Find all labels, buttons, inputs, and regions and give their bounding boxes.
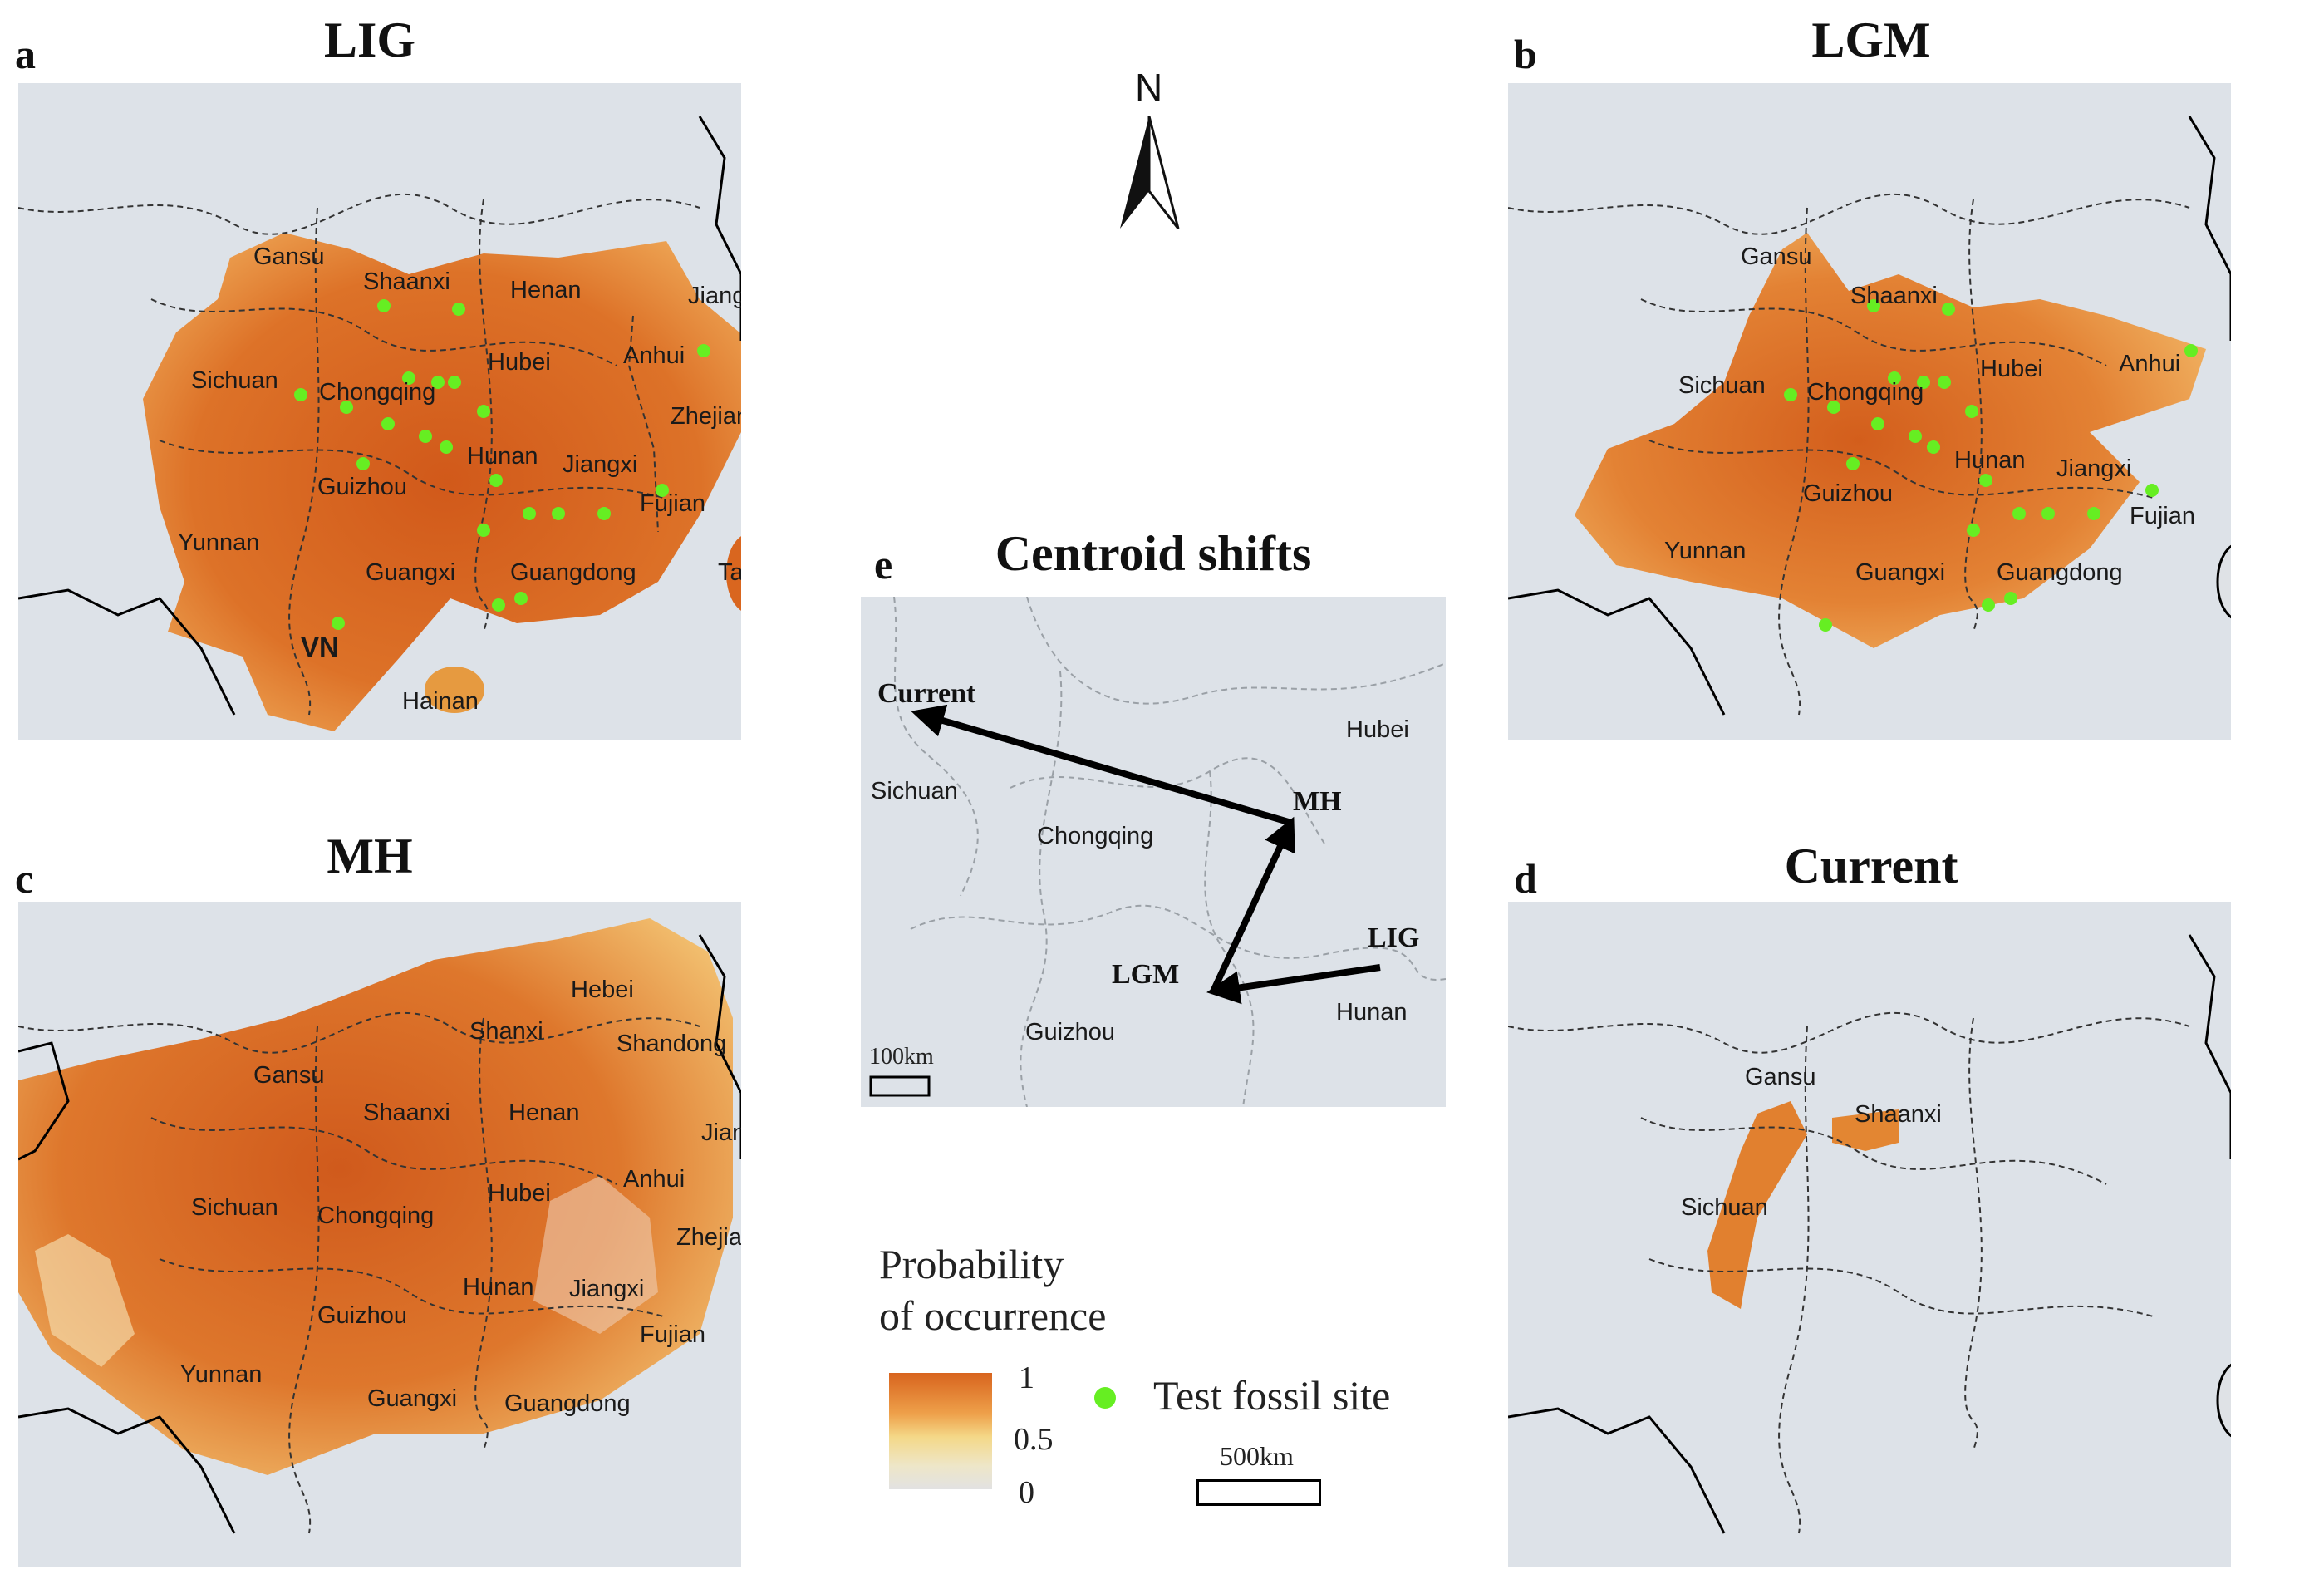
label-c-guizhou: Guizhou	[317, 1302, 408, 1329]
legend-title-line1: Probability	[879, 1241, 1064, 1287]
label-c-hubei: Hubei	[488, 1180, 551, 1207]
centroid-label-current: Current	[877, 678, 976, 709]
map-lgm-graphic	[1508, 116, 2231, 716]
centroid-graphic	[869, 597, 1446, 1107]
label-c-yunnan: Yunnan	[180, 1361, 263, 1388]
label-a-anhui: Anhui	[623, 342, 685, 369]
label-c-jiangsu: Jiangsu	[701, 1119, 741, 1146]
arrow-mh-to-current	[911, 704, 1293, 826]
legend-title-line2: of occurrence	[879, 1292, 1107, 1339]
map-mh-graphic	[18, 918, 741, 1534]
legend-scale-label: 500km	[1220, 1441, 1294, 1471]
centroid-label-hunan: Hunan	[1336, 999, 1408, 1026]
label-a-zhejiang: Zhejiang	[671, 403, 741, 430]
label-b-gansu: Gansu	[1741, 244, 1812, 270]
label-a-guangxi: Guangxi	[366, 559, 456, 586]
label-c-hebei: Hebei	[571, 976, 634, 1003]
label-c-henan: Henan	[509, 1099, 580, 1126]
panel-letter-a: a	[15, 31, 36, 77]
label-b-hunan: Hunan	[1954, 447, 2026, 474]
label-c-chongqing: Chongqing	[317, 1203, 435, 1229]
north-label: N	[1135, 66, 1163, 109]
panel-title-lig: LIG	[323, 12, 416, 67]
label-a-guangdong: Guangdong	[510, 559, 636, 586]
legend-color-ramp	[889, 1373, 992, 1489]
map-panel-lig: Gansu Shaanxi Henan Jiangsu Sichuan Chon…	[18, 83, 741, 740]
panel-letter-b: b	[1514, 31, 1537, 77]
label-c-gansu: Gansu	[253, 1062, 325, 1089]
label-b-sichuan: Sichuan	[1678, 372, 1766, 399]
label-b-guangxi: Guangxi	[1855, 559, 1946, 586]
label-b-hubei: Hubei	[1980, 356, 2043, 382]
label-c-guangdong: Guangdong	[504, 1390, 631, 1417]
panel-letter-d: d	[1514, 855, 1537, 902]
legend-tick-max: 1	[1019, 1360, 1034, 1395]
north-arrow-icon	[1120, 116, 1180, 229]
label-a-shaanxi: Shaanxi	[363, 268, 450, 295]
centroid-label-lig: LIG	[1368, 922, 1420, 953]
label-b-guizhou: Guizhou	[1803, 480, 1894, 507]
legend-fossil-marker	[1094, 1387, 1116, 1409]
label-a-jiangxi: Jiangxi	[563, 451, 638, 478]
label-c-guangxi: Guangxi	[367, 1385, 458, 1412]
label-a-taiwan: Taiwan	[718, 559, 741, 586]
label-d-shaanxi: Shaanxi	[1855, 1101, 1942, 1128]
map-current-graphic	[1508, 934, 2231, 1534]
label-c-sichuan: Sichuan	[191, 1194, 278, 1221]
map-lig-graphic	[18, 116, 741, 731]
arrow-lgm-to-mh	[1210, 816, 1295, 993]
label-b-guangdong: Guangdong	[1997, 559, 2123, 586]
label-a-jiangsu: Jiangsu	[688, 283, 741, 309]
label-b-jiangxi: Jiangxi	[2056, 455, 2132, 482]
label-a-vn: VN	[301, 632, 339, 662]
label-b-anhui: Anhui	[2119, 351, 2181, 377]
label-c-fujian: Fujian	[640, 1321, 705, 1348]
panel-title-current: Current	[1784, 839, 1958, 893]
label-a-henan: Henan	[510, 277, 582, 303]
label-a-fujian: Fujian	[640, 490, 705, 517]
map-panel-centroid: Hubei Sichuan Chongqing Guizhou Hunan Cu…	[861, 597, 1446, 1107]
centroid-label-mh: MH	[1293, 786, 1342, 817]
label-c-shanxi: Shanxi	[469, 1018, 543, 1045]
label-a-sichuan: Sichuan	[191, 367, 278, 394]
label-c-jiangxi: Jiangxi	[569, 1276, 645, 1302]
map-panel-mh: Hebei Shanxi Shandong Gansu Shaanxi Hena…	[18, 902, 741, 1567]
centroid-label-hubei: Hubei	[1346, 716, 1409, 743]
map-panel-current: Gansu Shaanxi Sichuan	[1508, 902, 2231, 1567]
label-a-gansu: Gansu	[253, 244, 325, 270]
legend-scale-bar	[1196, 1479, 1321, 1506]
label-a-hunan: Hunan	[467, 443, 538, 470]
label-c-shaanxi: Shaanxi	[363, 1099, 450, 1126]
centroid-label-guizhou: Guizhou	[1025, 1019, 1116, 1045]
label-b-yunnan: Yunnan	[1664, 538, 1747, 564]
label-d-sichuan: Sichuan	[1681, 1194, 1768, 1221]
legend-tick-min: 0	[1019, 1475, 1034, 1510]
panel-title-mh: MH	[327, 829, 413, 883]
arrow-lig-to-lgm	[1206, 964, 1381, 1005]
centroid-label-sichuan: Sichuan	[871, 778, 958, 804]
label-c-shandong: Shandong	[617, 1031, 727, 1057]
label-b-shaanxi: Shaanxi	[1850, 283, 1938, 309]
map-panel-lgm: Gansu Shaanxi Hubei Anhui Sichuan Chongq…	[1508, 83, 2231, 740]
centroid-label-lgm: LGM	[1112, 959, 1180, 990]
label-c-zhejiang: Zhejiang	[676, 1224, 741, 1251]
panel-letter-e: e	[874, 541, 893, 588]
panel-title-centroid: Centroid shifts	[995, 526, 1312, 581]
legend-tick-mid: 0.5	[1014, 1422, 1054, 1457]
label-d-gansu: Gansu	[1745, 1064, 1816, 1090]
panel-title-lgm: LGM	[1811, 12, 1931, 67]
label-a-guizhou: Guizhou	[317, 474, 408, 500]
label-c-anhui: Anhui	[623, 1166, 685, 1193]
label-b-fujian: Fujian	[2130, 503, 2195, 529]
centroid-label-chongqing: Chongqing	[1037, 823, 1154, 849]
label-b-chongqing: Chongqing	[1807, 379, 1924, 406]
label-a-hainan: Hainan	[402, 688, 479, 715]
label-a-yunnan: Yunnan	[178, 529, 260, 556]
label-c-hunan: Hunan	[463, 1274, 534, 1301]
label-a-hubei: Hubei	[488, 349, 551, 376]
centroid-scale-label: 100km	[869, 1044, 934, 1070]
legend-fossil-label: Test fossil site	[1153, 1372, 1391, 1419]
panel-letter-c: c	[15, 855, 34, 902]
label-a-chongqing: Chongqing	[319, 379, 436, 406]
